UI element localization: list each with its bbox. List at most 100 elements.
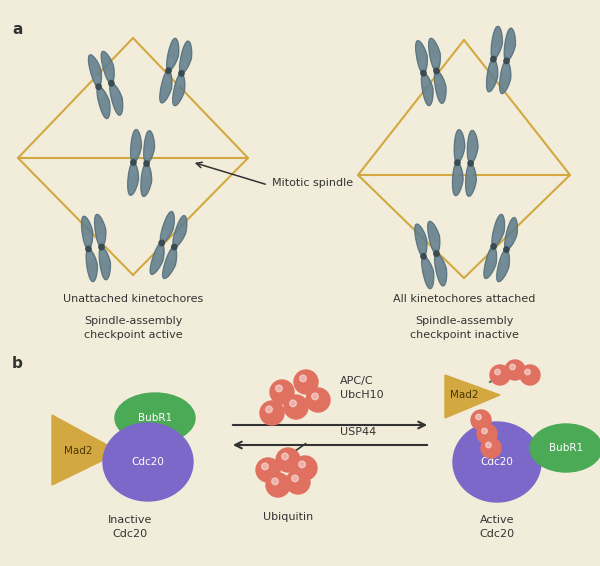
Polygon shape: [416, 41, 427, 73]
Ellipse shape: [422, 79, 428, 85]
Ellipse shape: [143, 169, 148, 176]
Ellipse shape: [421, 254, 426, 259]
Ellipse shape: [502, 255, 507, 262]
Circle shape: [299, 375, 307, 381]
Ellipse shape: [86, 246, 91, 252]
Ellipse shape: [419, 244, 424, 251]
Circle shape: [292, 475, 298, 482]
Polygon shape: [492, 215, 505, 246]
Ellipse shape: [503, 66, 508, 74]
Text: APC/C
UbcH10: APC/C UbcH10: [340, 376, 383, 400]
Polygon shape: [434, 254, 447, 286]
Ellipse shape: [506, 237, 511, 245]
Polygon shape: [415, 224, 427, 256]
Text: Spindle-assembly
checkpoint active: Spindle-assembly checkpoint active: [83, 316, 182, 340]
Ellipse shape: [468, 161, 473, 166]
Text: BubR1: BubR1: [549, 443, 583, 453]
Polygon shape: [150, 243, 164, 275]
Polygon shape: [434, 71, 446, 104]
Polygon shape: [160, 71, 172, 103]
Ellipse shape: [159, 240, 164, 246]
Polygon shape: [101, 52, 114, 83]
Circle shape: [256, 458, 280, 482]
Circle shape: [299, 461, 305, 468]
Polygon shape: [99, 247, 110, 280]
Text: b: b: [12, 356, 23, 371]
Polygon shape: [445, 375, 500, 418]
Ellipse shape: [419, 61, 424, 68]
Ellipse shape: [493, 234, 498, 241]
Circle shape: [520, 365, 540, 385]
Circle shape: [476, 414, 481, 420]
Ellipse shape: [490, 65, 494, 71]
Polygon shape: [500, 61, 511, 93]
Ellipse shape: [491, 57, 496, 62]
Polygon shape: [144, 131, 155, 164]
Ellipse shape: [423, 261, 428, 269]
Ellipse shape: [144, 161, 149, 166]
Circle shape: [272, 478, 278, 484]
Ellipse shape: [109, 80, 114, 86]
Circle shape: [276, 448, 300, 472]
Ellipse shape: [164, 76, 169, 83]
Ellipse shape: [175, 235, 179, 242]
Ellipse shape: [132, 150, 137, 157]
Ellipse shape: [98, 92, 103, 99]
Polygon shape: [52, 415, 120, 485]
Circle shape: [266, 473, 290, 497]
Polygon shape: [466, 164, 476, 196]
Circle shape: [270, 380, 294, 404]
Ellipse shape: [115, 393, 195, 443]
Ellipse shape: [455, 168, 460, 175]
Text: Cdc20: Cdc20: [131, 457, 164, 467]
Ellipse shape: [436, 259, 441, 266]
Circle shape: [290, 400, 296, 407]
Ellipse shape: [434, 68, 439, 74]
Text: Cdc20: Cdc20: [481, 457, 514, 467]
Ellipse shape: [162, 231, 167, 238]
Polygon shape: [95, 215, 106, 247]
Text: USP44: USP44: [340, 427, 376, 437]
Polygon shape: [86, 249, 97, 282]
Polygon shape: [428, 221, 440, 254]
Ellipse shape: [421, 70, 426, 76]
Ellipse shape: [469, 151, 473, 158]
Polygon shape: [422, 256, 434, 289]
Text: a: a: [12, 22, 22, 37]
Ellipse shape: [455, 160, 460, 165]
Circle shape: [525, 369, 530, 375]
Circle shape: [294, 370, 318, 394]
Ellipse shape: [107, 71, 112, 78]
Circle shape: [281, 453, 289, 460]
Circle shape: [284, 395, 308, 419]
Ellipse shape: [504, 247, 509, 252]
Text: Active
Cdc20: Active Cdc20: [479, 515, 515, 539]
Polygon shape: [173, 216, 187, 247]
Ellipse shape: [505, 49, 510, 55]
Polygon shape: [97, 87, 110, 119]
Circle shape: [311, 393, 319, 400]
Text: Mitotic spindle: Mitotic spindle: [272, 178, 353, 188]
Ellipse shape: [489, 252, 494, 259]
Ellipse shape: [455, 150, 460, 157]
Polygon shape: [428, 38, 440, 71]
Text: Ubiquitin: Ubiquitin: [263, 512, 313, 522]
Circle shape: [481, 438, 501, 458]
Polygon shape: [82, 216, 93, 249]
Polygon shape: [160, 212, 174, 243]
Ellipse shape: [166, 68, 171, 74]
Ellipse shape: [436, 76, 440, 83]
Circle shape: [262, 463, 268, 470]
Circle shape: [505, 360, 525, 380]
Ellipse shape: [172, 245, 177, 250]
Ellipse shape: [130, 168, 135, 175]
Ellipse shape: [491, 244, 496, 249]
Polygon shape: [505, 217, 517, 250]
Ellipse shape: [131, 160, 136, 165]
Circle shape: [306, 388, 330, 412]
Text: Inactive
Cdc20: Inactive Cdc20: [108, 515, 152, 539]
Polygon shape: [88, 55, 101, 87]
Circle shape: [260, 401, 284, 425]
Text: Mad2: Mad2: [64, 446, 92, 456]
Ellipse shape: [145, 151, 150, 158]
